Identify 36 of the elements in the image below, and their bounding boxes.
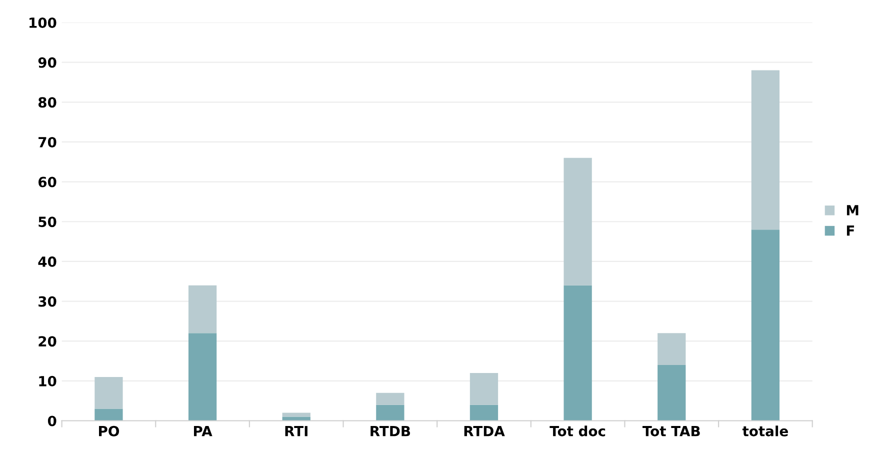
y-tick-label: 70 <box>38 136 56 148</box>
y-tick-label: 40 <box>38 256 56 267</box>
x-tick-label: Tot TAB <box>642 426 700 436</box>
y-tick-label: 0 <box>48 416 56 426</box>
x-tick-label: Tot doc <box>550 426 606 436</box>
bar <box>470 372 498 405</box>
x-tick-label: PA <box>194 426 212 436</box>
x-tick-label: totale <box>742 426 788 436</box>
x-tick-label: RTI <box>285 426 308 436</box>
bar <box>376 392 404 405</box>
bar <box>658 333 686 365</box>
y-tick-label: 10 <box>39 376 56 386</box>
legend-label: F <box>846 226 854 236</box>
x-tick-label: RTDB <box>370 426 410 436</box>
bar <box>564 285 592 421</box>
bar <box>751 70 780 230</box>
y-tick-label: 90 <box>38 57 56 68</box>
y-tick-label: 100 <box>30 17 56 28</box>
bar <box>282 412 310 417</box>
bar <box>751 230 780 421</box>
y-tick-label: 20 <box>38 336 56 347</box>
legend-label: M <box>846 205 858 216</box>
bar <box>94 376 123 409</box>
y-tick-label: 60 <box>38 176 56 188</box>
y-tick-label: 30 <box>38 296 56 307</box>
x-tick-label: PO <box>99 426 120 436</box>
bar <box>188 285 217 334</box>
bar <box>188 333 217 421</box>
bar <box>470 404 498 421</box>
bar <box>376 404 404 421</box>
x-tick-label: RTDA <box>464 426 505 436</box>
bar <box>564 158 592 286</box>
bar <box>94 408 123 421</box>
y-tick-label: 50 <box>38 216 56 228</box>
bar <box>658 364 686 421</box>
y-tick-label: 80 <box>38 97 56 108</box>
